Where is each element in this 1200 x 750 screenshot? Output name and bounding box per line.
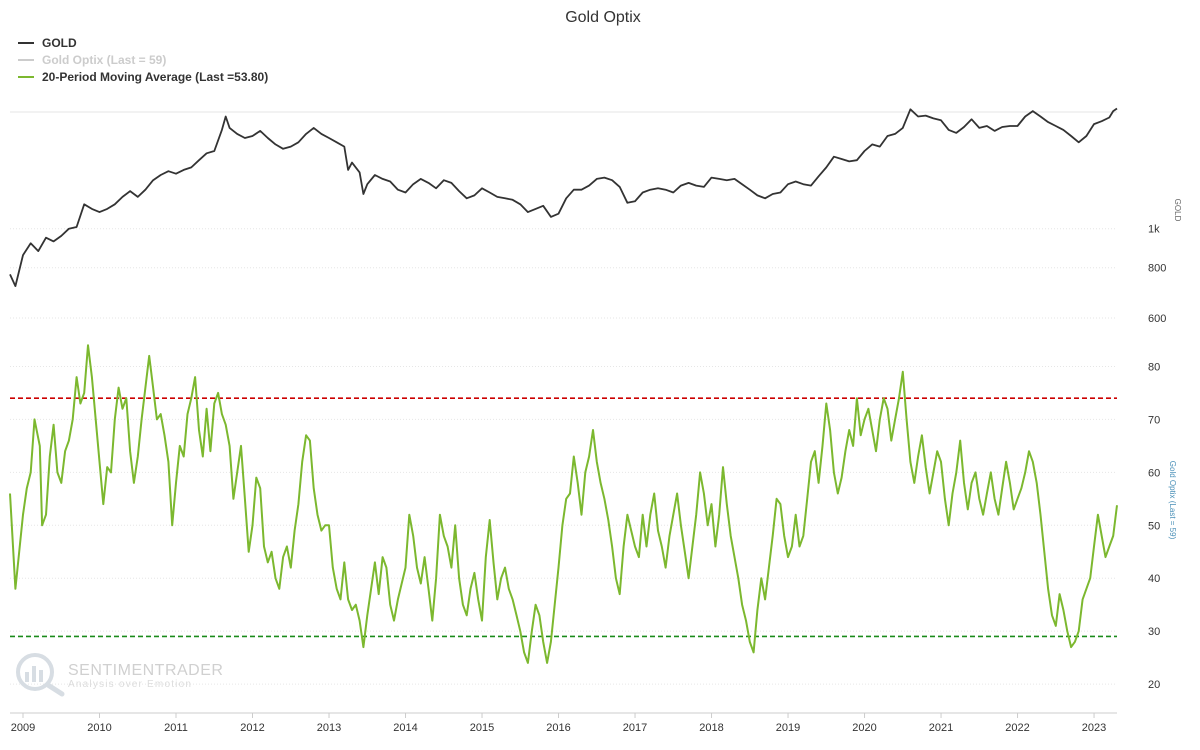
chart-title: Gold Optix [565,9,641,26]
series-line-moving-average [9,344,1118,664]
x-tick-label: 2020 [852,722,876,734]
upper-tick-label: 800 [1148,263,1166,275]
x-tick-label: 2014 [393,722,417,734]
upper-axis-ticks: 1k 800 600 [1148,224,1166,325]
watermark: SENTIMENTRADER Analysis over Emotion [16,653,223,697]
lower-tick-label: 20 [1148,679,1160,691]
upper-panel-gridlines [10,111,1117,319]
series-layer [9,107,1118,664]
watermark-name: SENTIMENTRADER [68,662,223,679]
x-tick-label: 2017 [623,722,647,734]
lower-tick-label: 30 [1148,626,1160,638]
x-tick-label: 2010 [87,722,111,734]
upper-axis-title: GOLD [1173,199,1182,222]
x-tick-label: 2023 [1082,722,1106,734]
x-tick-label: 2022 [1005,722,1029,734]
legend-item-gold-optix[interactable]: Gold Optix (Last = 59) [18,53,166,67]
lower-axis-title: Gold Optix (Last = 59) [1168,461,1177,540]
lower-tick-label: 60 [1148,467,1160,479]
upper-tick-label: 600 [1148,313,1166,325]
x-tick-label: 2011 [164,722,188,734]
upper-tick-label: 1k [1148,224,1160,236]
reference-lines [10,397,1117,638]
x-tick-label: 2018 [699,722,723,734]
legend-label-gold: GOLD [42,36,77,50]
legend-item-gold[interactable]: GOLD [18,36,77,50]
lower-tick-label: 50 [1148,520,1160,532]
legend-item-moving-average[interactable]: 20-Period Moving Average (Last =53.80) [18,70,268,84]
lower-tick-label: 70 [1148,414,1160,426]
watermark-tagline: Analysis over Emotion [68,679,192,690]
lower-tick-label: 40 [1148,573,1160,585]
x-tick-label: 2012 [240,722,264,734]
x-tick-label: 2009 [11,722,35,734]
x-tick-label: 2021 [929,722,953,734]
series-line-gold [9,107,1118,287]
x-tick-label: 2016 [546,722,570,734]
legend-label-gold-optix: Gold Optix (Last = 59) [42,53,166,67]
watermark-logo-icon [16,653,65,697]
lower-tick-label: 80 [1148,361,1160,373]
x-tick-label: 2013 [317,722,341,734]
legend-label-moving-average: 20-Period Moving Average (Last =53.80) [42,70,268,84]
lower-axis-ticks: 80 70 60 50 40 30 20 [1148,361,1160,691]
legend: GOLD Gold Optix (Last = 59) 20-Period Mo… [18,36,268,84]
x-axis-ticks: 2009 2010 2011 2012 2013 2014 2015 2016 2017 2018… [11,713,1106,734]
x-tick-label: 2015 [470,722,494,734]
x-tick-label: 2019 [776,722,800,734]
